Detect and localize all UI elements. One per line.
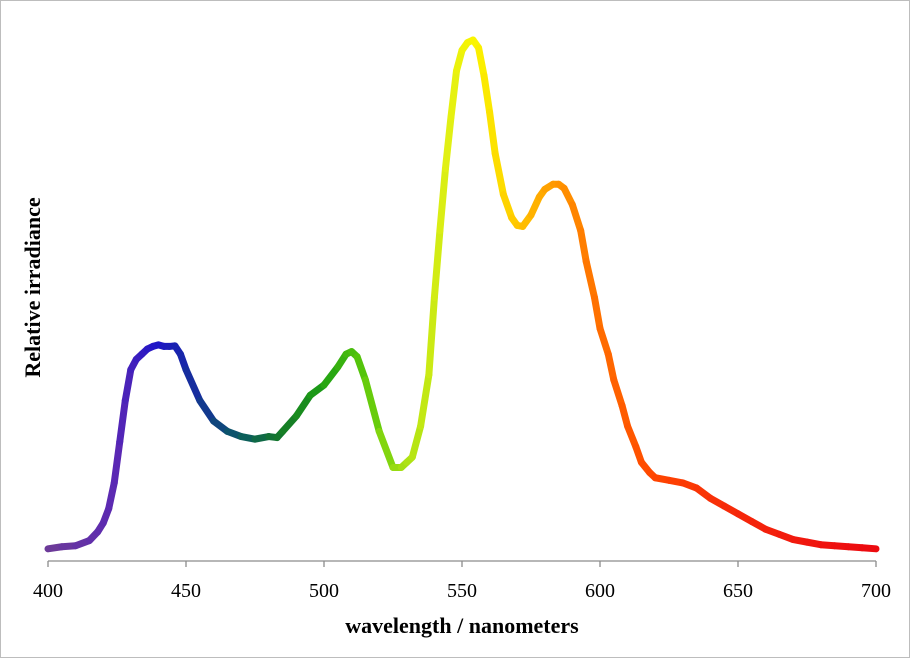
series-line-segment [425,294,438,379]
series-line-segment [441,113,455,173]
series-line-segment [116,397,129,446]
series-line-segment [110,438,124,487]
x-tick-label: 500 [309,580,339,602]
x-tick-label: 400 [33,580,63,602]
series-line-segment [447,67,460,121]
series-line-segment [624,422,640,451]
x-tick-label: 600 [585,580,615,602]
series-line-segment [590,294,604,332]
series-line-segment [105,479,118,513]
series-line-segment [604,350,618,384]
series-line-segment [182,366,204,404]
series-line-segment [577,227,590,265]
series-line-segment [480,72,494,116]
series-line-segment [499,191,516,222]
series-line-segment [618,402,632,430]
series-line-segment [596,324,612,358]
series-line-segment [858,544,880,553]
series-line-segment [417,371,433,430]
series-line-segment [436,165,449,235]
x-tick-label: 450 [171,580,201,602]
x-tick-label: 700 [861,580,891,602]
series-line-segment [430,227,444,301]
series-line-segment [486,108,499,157]
series-line-layer [44,36,880,553]
series-line-segment [353,353,369,384]
series-line-segment [320,363,342,389]
series-line-segment [121,366,135,404]
series-line-segment [375,427,397,471]
x-axis-ticks: 400 450 500 550 600 650 700 [33,561,891,602]
series-line-segment [610,376,626,410]
series-line-segment [361,376,383,435]
y-axis-title: Relative irradiance [20,197,45,377]
series-line-segment [568,201,585,235]
x-axis-title: wavelength / nanometers [345,613,579,638]
series-line-segment [582,257,598,301]
x-tick-label: 650 [723,580,753,602]
series-line-segment [475,44,488,80]
series-line-segment [491,149,507,198]
x-tick-label: 550 [447,580,477,602]
series-line-segment [292,391,314,420]
series-line-segment [452,46,466,75]
series-line-segment [408,422,425,461]
series-line-segment [196,397,218,425]
